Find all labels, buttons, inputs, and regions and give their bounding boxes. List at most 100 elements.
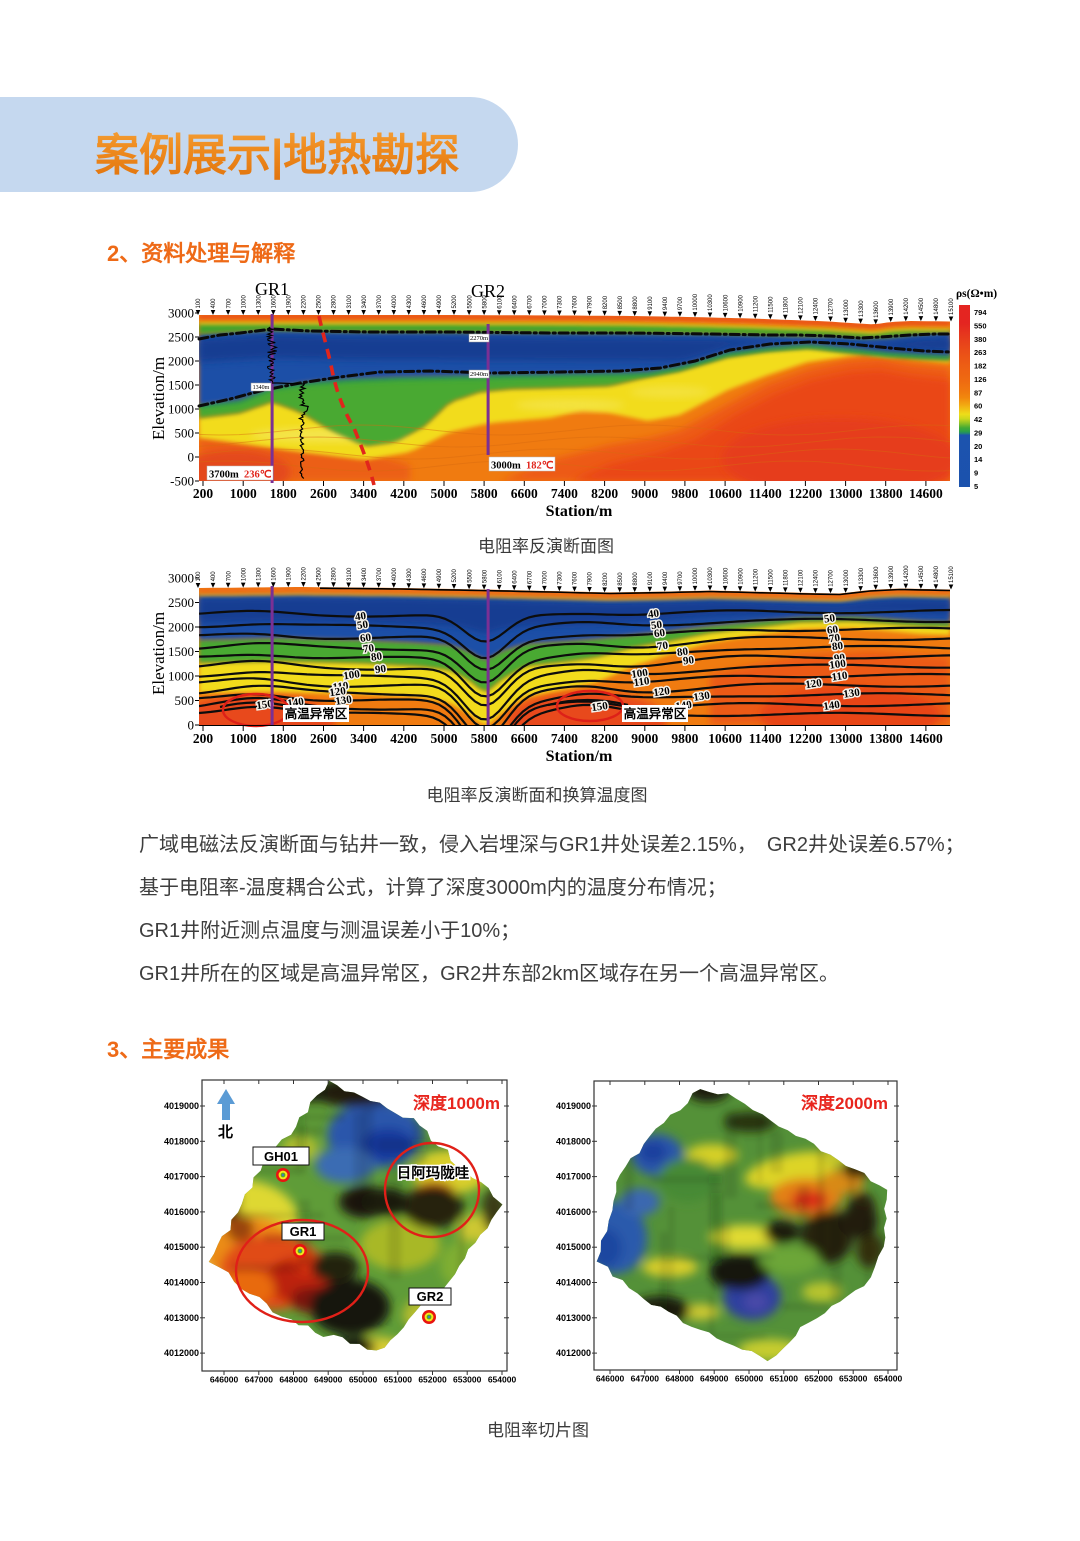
- svg-text:9400: 9400: [663, 296, 669, 310]
- svg-text:90: 90: [374, 663, 387, 676]
- svg-text:3400: 3400: [362, 294, 368, 308]
- svg-text:648000: 648000: [665, 1374, 694, 1384]
- svg-text:380: 380: [974, 335, 987, 344]
- svg-text:70: 70: [828, 632, 841, 645]
- svg-text:7400: 7400: [551, 731, 578, 746]
- svg-text:87: 87: [974, 388, 982, 397]
- svg-text:14600: 14600: [909, 731, 943, 746]
- svg-text:700: 700: [226, 298, 232, 309]
- svg-text:12100: 12100: [799, 297, 805, 314]
- svg-text:60: 60: [974, 402, 982, 411]
- svg-text:14: 14: [974, 455, 983, 464]
- svg-text:6700: 6700: [528, 570, 534, 584]
- svg-text:7900: 7900: [588, 295, 594, 309]
- svg-text:500: 500: [175, 693, 195, 708]
- svg-text:794: 794: [974, 308, 987, 317]
- svg-text:4300: 4300: [407, 294, 413, 308]
- svg-text:650000: 650000: [349, 1375, 378, 1385]
- svg-text:20: 20: [974, 442, 982, 451]
- svg-text:2270m: 2270m: [470, 335, 488, 342]
- svg-text:1300: 1300: [256, 294, 262, 308]
- svg-text:8800: 8800: [633, 572, 639, 586]
- svg-text:12700: 12700: [829, 569, 835, 586]
- svg-text:5800: 5800: [482, 295, 488, 309]
- svg-text:日阿玛陇哇: 日阿玛陇哇: [397, 1164, 470, 1182]
- svg-text:高温异常区: 高温异常区: [624, 706, 687, 721]
- svg-text:100: 100: [829, 657, 848, 671]
- svg-text:14200: 14200: [904, 565, 910, 582]
- svg-text:3400: 3400: [362, 567, 368, 581]
- svg-text:4300: 4300: [407, 568, 413, 582]
- svg-text:100: 100: [196, 298, 202, 309]
- svg-text:14800: 14800: [934, 297, 940, 314]
- svg-text:4018000: 4018000: [556, 1136, 591, 1146]
- svg-text:5200: 5200: [452, 294, 458, 308]
- svg-text:10600: 10600: [723, 294, 729, 311]
- svg-text:120: 120: [329, 685, 348, 699]
- svg-text:80: 80: [370, 650, 383, 663]
- svg-text:182℃: 182℃: [526, 460, 554, 472]
- svg-text:4900: 4900: [437, 294, 443, 308]
- svg-text:13000: 13000: [829, 486, 863, 501]
- svg-text:13800: 13800: [869, 731, 903, 746]
- svg-text:-500: -500: [170, 474, 194, 489]
- svg-text:6600: 6600: [511, 486, 538, 501]
- svg-text:8500: 8500: [618, 572, 624, 586]
- svg-text:4200: 4200: [390, 731, 417, 746]
- svg-text:9700: 9700: [678, 296, 684, 310]
- svg-text:ρs(Ω•m): ρs(Ω•m): [956, 288, 997, 300]
- svg-text:1340m: 1340m: [253, 385, 270, 391]
- svg-text:12200: 12200: [789, 486, 823, 501]
- svg-text:GR1: GR1: [255, 280, 289, 299]
- svg-text:700: 700: [226, 571, 232, 582]
- svg-text:70: 70: [656, 640, 669, 653]
- svg-text:1000: 1000: [168, 402, 194, 417]
- svg-text:4900: 4900: [437, 568, 443, 582]
- svg-text:北: 北: [218, 1124, 233, 1141]
- svg-text:7900: 7900: [588, 571, 594, 585]
- svg-text:5500: 5500: [467, 569, 473, 583]
- svg-text:Station/m: Station/m: [546, 503, 613, 520]
- svg-text:6400: 6400: [512, 570, 518, 584]
- svg-text:14500: 14500: [919, 565, 925, 582]
- svg-text:10600: 10600: [723, 567, 729, 584]
- svg-text:3700: 3700: [377, 294, 383, 308]
- svg-text:9700: 9700: [678, 571, 684, 585]
- svg-text:4013000: 4013000: [164, 1313, 199, 1323]
- svg-text:11800: 11800: [784, 569, 790, 586]
- svg-text:13800: 13800: [869, 486, 903, 501]
- svg-text:10600: 10600: [708, 486, 742, 501]
- svg-text:13300: 13300: [859, 567, 865, 584]
- svg-text:6400: 6400: [512, 295, 518, 309]
- svg-text:200: 200: [193, 486, 214, 501]
- svg-text:5: 5: [974, 482, 978, 491]
- svg-text:12100: 12100: [799, 569, 805, 586]
- svg-text:1600: 1600: [272, 567, 278, 581]
- svg-text:40: 40: [354, 610, 367, 623]
- svg-text:10000: 10000: [693, 293, 699, 310]
- svg-text:12400: 12400: [814, 569, 820, 586]
- svg-text:11500: 11500: [769, 296, 775, 313]
- svg-text:70: 70: [362, 642, 375, 655]
- svg-text:646000: 646000: [210, 1375, 239, 1385]
- svg-text:10900: 10900: [738, 294, 744, 311]
- svg-text:2000: 2000: [168, 354, 194, 369]
- svg-text:13000: 13000: [844, 299, 850, 316]
- svg-text:5800: 5800: [482, 569, 488, 583]
- svg-text:深度2000m: 深度2000m: [801, 1093, 888, 1113]
- svg-text:40: 40: [647, 607, 660, 620]
- svg-text:2500: 2500: [168, 595, 194, 610]
- svg-text:12200: 12200: [789, 731, 823, 746]
- svg-text:110: 110: [332, 680, 350, 694]
- svg-text:13300: 13300: [859, 300, 865, 317]
- svg-text:130: 130: [693, 690, 712, 704]
- svg-text:2940m: 2940m: [470, 371, 488, 378]
- svg-text:10600: 10600: [708, 731, 742, 746]
- svg-text:90: 90: [833, 652, 846, 665]
- svg-text:7600: 7600: [573, 571, 579, 585]
- svg-text:651000: 651000: [384, 1375, 413, 1385]
- svg-text:4014000: 4014000: [556, 1278, 591, 1288]
- svg-text:11500: 11500: [769, 569, 775, 586]
- svg-text:11200: 11200: [753, 295, 759, 312]
- svg-text:4200: 4200: [390, 486, 417, 501]
